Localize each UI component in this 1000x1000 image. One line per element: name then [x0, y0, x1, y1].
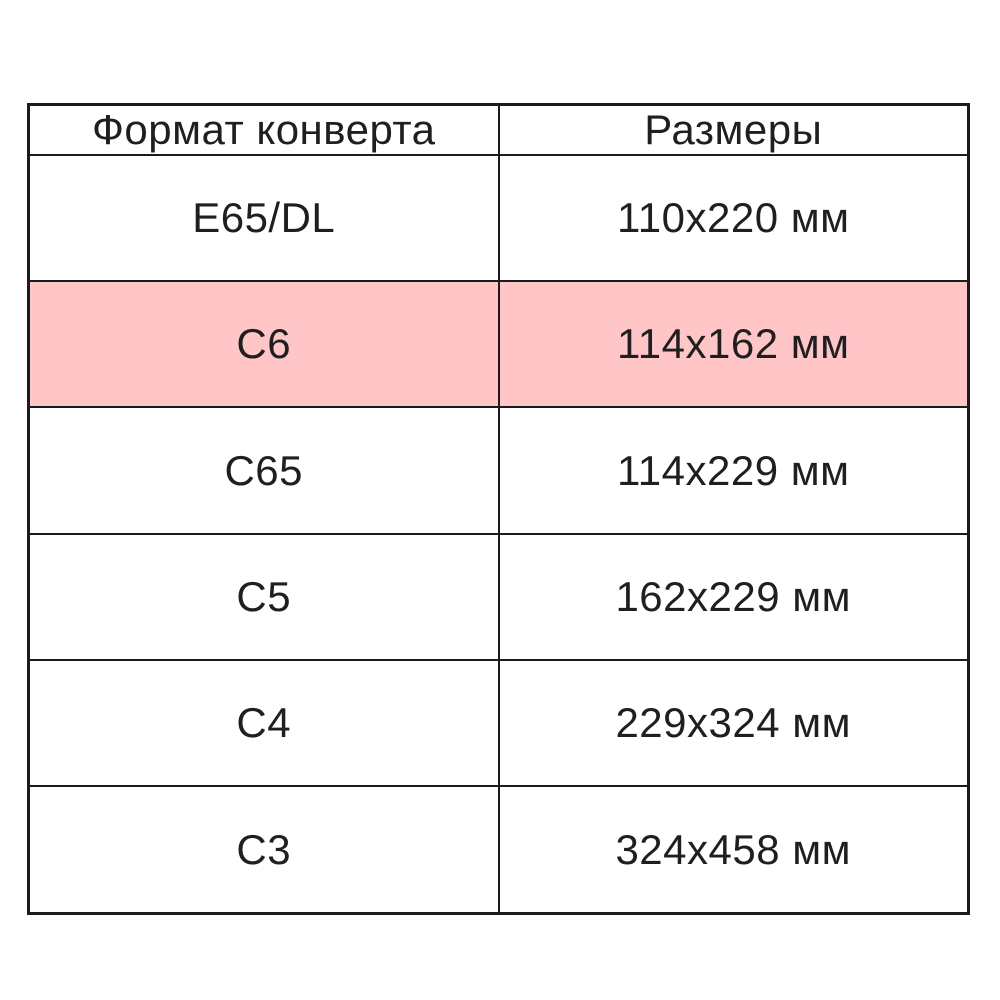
table-row: C4 229x324 мм — [27, 658, 970, 788]
format-cell: C5 — [27, 532, 500, 661]
table-row: C3 324x458 мм — [27, 785, 970, 915]
size-cell: 114x229 мм — [497, 406, 970, 535]
column-header-format: Формат конверта — [27, 103, 500, 156]
envelope-format-table: Формат конверта Размеры E65/DL 110x220 м… — [27, 103, 970, 915]
table-row-highlighted: C6 114x162 мм — [27, 280, 970, 409]
format-cell: E65/DL — [27, 153, 500, 283]
table-row: C65 114x229 мм — [27, 406, 970, 535]
header-row: Формат конверта Размеры — [27, 103, 970, 156]
format-cell: C3 — [27, 785, 500, 915]
format-cell: C4 — [27, 658, 500, 788]
size-cell: 162x229 мм — [497, 532, 970, 661]
size-cell: 114x162 мм — [497, 280, 970, 409]
format-cell: C6 — [27, 280, 500, 409]
size-cell: 324x458 мм — [497, 785, 970, 915]
format-cell: C65 — [27, 406, 500, 535]
size-cell: 110x220 мм — [497, 153, 970, 283]
table-row: C5 162x229 мм — [27, 532, 970, 661]
size-cell: 229x324 мм — [497, 658, 970, 788]
column-header-size: Размеры — [497, 103, 970, 156]
table-row: E65/DL 110x220 мм — [27, 153, 970, 283]
